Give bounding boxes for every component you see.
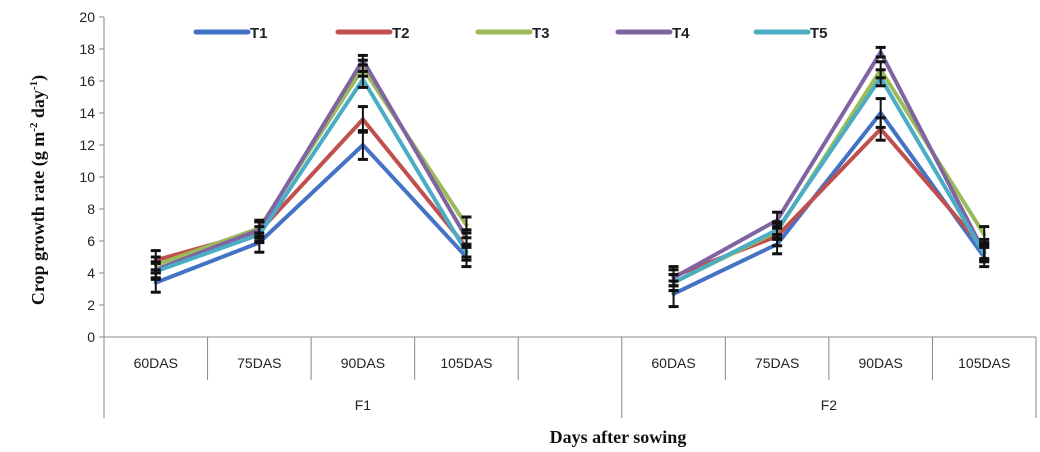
error-bar-T5-F2-1 <box>772 220 783 240</box>
legend-item-T1: T1 <box>193 25 268 42</box>
error-bar-T2-F2-2 <box>875 116 886 142</box>
legend-item-T5: T5 <box>753 25 828 42</box>
series-line-T4-F2 <box>671 50 987 280</box>
y-tick-label-12: 12 <box>79 137 95 153</box>
error-bar-T5-F2-3 <box>979 244 990 264</box>
error-bar-T4-F2-2 <box>875 45 886 59</box>
x-axis-title: Days after sowing <box>550 427 687 447</box>
x-cat-label-F2-105DAS: 105DAS <box>958 355 1010 371</box>
svg-text:Crop growth rate (g m-2 day-1): Crop growth rate (g m-2 day-1) <box>28 75 49 305</box>
x-cat-label-F1-60DAS: 60DAS <box>134 355 178 371</box>
series-line-T3-F1 <box>153 66 469 267</box>
series-line-T2-F1 <box>153 117 469 263</box>
legend-item-T3: T3 <box>475 25 550 42</box>
x-group-label-F2: F2 <box>821 397 838 413</box>
legend-label-T4: T4 <box>672 25 690 42</box>
x-cat-label-F2-60DAS: 60DAS <box>651 355 695 371</box>
x-cat-label-F1-90DAS: 90DAS <box>341 355 385 371</box>
y-tick-label-2: 2 <box>87 297 95 313</box>
error-bar-T5-F1-0 <box>150 261 161 281</box>
y-axis-title: Crop growth rate (g m-2 day-1) <box>28 75 49 305</box>
legend-label-T5: T5 <box>810 25 828 42</box>
y-tick-label-4: 4 <box>87 265 95 281</box>
y-tick-label-8: 8 <box>87 201 95 217</box>
error-bar-T5-F1-1 <box>254 225 265 245</box>
y-title-prefix: Crop growth rate (g m <box>28 132 49 305</box>
series-line-T4-F1 <box>153 58 469 272</box>
legend-item-T2: T2 <box>335 25 410 42</box>
error-bar-T5-F1-2 <box>357 69 368 89</box>
error-bar-T5-F2-0 <box>668 273 679 293</box>
legend-label-T3: T3 <box>532 25 550 42</box>
axes: 0 2 4 6 8 10 12 14 16 18 20 60DAS 75DAS 90DAS 105DAS F1… <box>79 9 1037 418</box>
y-tick-label-10: 10 <box>79 169 95 185</box>
y-tick-label-6: 6 <box>87 233 95 249</box>
series-line-T5-F2 <box>671 75 987 285</box>
x-cat-label-F1-75DAS: 75DAS <box>237 355 281 371</box>
plot-area <box>150 45 990 309</box>
legend-label-T1: T1 <box>250 25 268 42</box>
x-cat-label-F1-105DAS: 105DAS <box>440 355 492 371</box>
legend-label-T2: T2 <box>392 25 410 42</box>
error-bar-T5-F1-3 <box>461 242 472 262</box>
series-line-T1-F2 <box>671 111 987 296</box>
series-line-T1-F1 <box>153 143 469 285</box>
legend: T1 T2 T3 T4 T5 <box>193 25 828 42</box>
error-bar-T1-F1-2 <box>357 129 368 161</box>
error-bar-T2-F1-2 <box>357 105 368 134</box>
series-line-T5-F1 <box>153 77 469 274</box>
error-bar-T3-F2-3 <box>979 225 990 245</box>
error-bar-T4-F1-2 <box>357 53 368 67</box>
y-title-mid: day <box>28 90 48 123</box>
x-cat-label-F2-75DAS: 75DAS <box>755 355 799 371</box>
y-tick-label-0: 0 <box>87 329 95 345</box>
y-title-suffix: ) <box>28 75 49 81</box>
error-bar-T5-F2-2 <box>875 68 886 88</box>
y-tick-label-18: 18 <box>79 41 95 57</box>
y-tick-label-14: 14 <box>79 105 95 121</box>
y-tick-label-20: 20 <box>79 9 95 25</box>
x-cat-label-F2-90DAS: 90DAS <box>858 355 902 371</box>
x-group-label-F1: F1 <box>355 397 372 413</box>
y-title-sup-1: -2 <box>28 122 40 132</box>
y-tick-label-16: 16 <box>79 73 95 89</box>
legend-item-T4: T4 <box>615 25 690 42</box>
y-title-sup-2: -1 <box>28 81 40 90</box>
